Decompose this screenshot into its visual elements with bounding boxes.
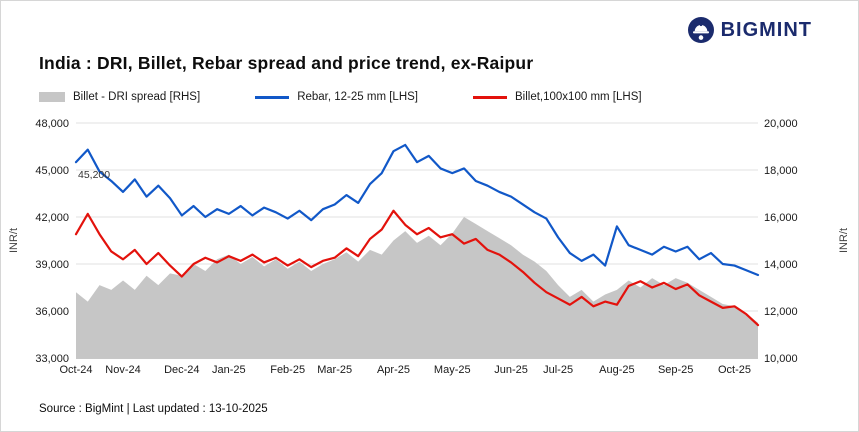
left-axis-tick-label: 45,000: [35, 165, 69, 177]
right-axis-title: INR/t: [838, 228, 850, 253]
bigmint-logo-icon: [687, 17, 714, 43]
right-axis-tick-label: 10,000: [764, 353, 798, 365]
line-swatch-icon: [473, 95, 507, 99]
left-axis-tick-label: 39,000: [35, 259, 69, 271]
x-axis-tick-label: Jul-25: [543, 364, 573, 376]
x-axis-tick-label: Aug-25: [599, 364, 634, 376]
series-line-rebar-12-25-mm: [74, 143, 760, 277]
left-axis-tick-label: 48,000: [35, 118, 69, 130]
series-area-billet-dri-spread: [76, 217, 758, 358]
line-swatch-icon: [255, 95, 290, 99]
legend-item-billet-dri-spread: Billet - DRI spread [RHS]: [39, 91, 200, 103]
legend-item-billet: Billet,100x100 mm [LHS]: [473, 91, 642, 103]
left-axis-tick-label: 36,000: [35, 306, 69, 318]
right-axis-tick-label: 18,000: [764, 165, 798, 177]
x-axis-tick-label: Jan-25: [212, 364, 246, 376]
price-trend-chart: 33,000 36,000 39,000 42,000 45,000 48,000 10,0…: [8, 118, 850, 376]
x-axis-tick-label: Dec-24: [164, 364, 199, 376]
left-axis-tick-label: 33,000: [35, 353, 69, 365]
x-axis-tick-label: Mar-25: [317, 364, 352, 376]
chart-plot-area: 33,000 36,000 39,000 42,000 45,000 48,000 10,0…: [1, 109, 858, 387]
left-axis-tick-label: 42,000: [35, 212, 69, 224]
chart-legend: Billet - DRI spread [RHS] Rebar, 12-25 m…: [39, 91, 642, 103]
left-axis-title: INR/t: [8, 228, 20, 253]
area-swatch-icon: [39, 92, 65, 102]
data-label-annotation: 45,200: [78, 169, 110, 181]
source-note: Source : BigMint | Last updated : 13-10-…: [39, 403, 268, 415]
page-title: India : DRI, Billet, Rebar spread and pr…: [39, 53, 534, 73]
x-axis-tick-label: Nov-24: [105, 364, 140, 376]
x-axis-tick-label: May-25: [434, 364, 471, 376]
x-axis-tick-label: Jun-25: [494, 364, 528, 376]
right-axis-tick-label: 20,000: [764, 118, 798, 130]
x-axis-tick-label: Sep-25: [658, 364, 693, 376]
legend-label: Rebar, 12-25 mm [LHS]: [297, 91, 418, 103]
bigmint-logo: BIGMINT: [687, 17, 812, 43]
bigmint-logo-text: BIGMINT: [720, 18, 812, 41]
x-axis-tick-label: Oct-25: [718, 364, 751, 376]
x-axis-tick-label: Oct-24: [59, 364, 92, 376]
x-axis-tick-label: Apr-25: [377, 364, 410, 376]
legend-label: Billet - DRI spread [RHS]: [73, 91, 201, 103]
right-axis-tick-label: 16,000: [764, 212, 798, 224]
right-axis-tick-label: 14,000: [764, 259, 798, 271]
legend-label: Billet,100x100 mm [LHS]: [515, 91, 642, 103]
legend-item-rebar: Rebar, 12-25 mm [LHS]: [255, 91, 418, 103]
right-axis-tick-label: 12,000: [764, 306, 798, 318]
series-line-billet-100x100-mm: [74, 209, 760, 327]
x-axis-tick-label: Feb-25: [270, 364, 305, 376]
